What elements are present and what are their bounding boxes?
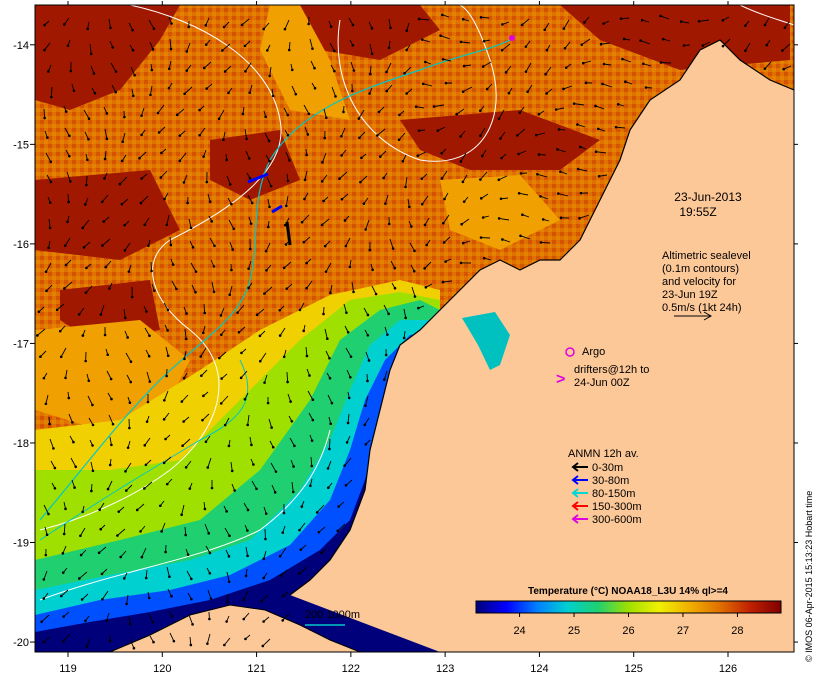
altimetry-line-5: 0.5m/s (1kt 24h): [662, 302, 741, 314]
isobath-label: 200 1000m: [305, 609, 360, 621]
coastline-kimberley: [289, 39, 794, 596]
x-tick-label: 123: [436, 663, 454, 675]
x-tick-label: 122: [342, 663, 360, 675]
colorbar-ticks: 24 25 26 27 28: [513, 613, 744, 637]
y-axis: -14 -15 -16 -17 -18 -19 -20: [13, 40, 798, 649]
y-tick-label: -14: [13, 40, 29, 52]
y-tick-label: -20: [13, 637, 29, 649]
colorbar-tick-label: 26: [622, 625, 634, 637]
anmn-item-label: 300-600m: [592, 514, 642, 526]
anmn-legend: ANMN 12h av. 0-30m30-80m80-150m150-300m3…: [568, 448, 642, 526]
x-tick-label: 125: [625, 663, 643, 675]
y-tick-label: -16: [13, 239, 29, 251]
y-tick-label: -19: [13, 538, 29, 550]
argo-label: Argo: [582, 346, 605, 358]
x-tick-label: 121: [247, 663, 265, 675]
credit-text: © IMOS 06-Apr-2015 15:13:23 Hobart time: [804, 491, 814, 662]
map-frame: [34, 4, 795, 653]
x-tick-label: 120: [153, 663, 171, 675]
altimetry-line-3: and velocity for: [662, 276, 736, 288]
drifter-icon: >: [556, 371, 565, 388]
anmn-item-label: 30-80m: [592, 475, 629, 487]
drifters-line-2: 24-Jun 00Z: [574, 377, 630, 389]
anmn-item-label: 0-30m: [592, 462, 623, 474]
altimetry-legend: Altimetric sealevel (0.1m contours) and …: [662, 250, 751, 321]
colorbar-bar: [475, 600, 782, 614]
altimetry-line-1: Altimetric sealevel: [662, 250, 751, 262]
argo-icon: [565, 347, 575, 357]
velocity-arrows: [36, 13, 792, 650]
anmn-moorings: [247, 35, 515, 246]
colorbar-tick-label: 25: [568, 625, 580, 637]
land-mainland: [110, 40, 794, 652]
isobath-200m: [39, 39, 511, 521]
anmn-title: ANMN 12h av.: [568, 448, 639, 460]
bay-inlet: [462, 312, 510, 370]
y-tick-label: -17: [13, 338, 29, 350]
altimetry-line-2: (0.1m contours): [662, 263, 739, 275]
x-tick-label: 126: [719, 663, 737, 675]
coastline-south: [109, 604, 361, 652]
x-axis: 119 120 121 122 123 124 125 126: [59, 1, 737, 675]
date-label: 23-Jun-2013: [674, 190, 742, 204]
colorbar-tick-label: 27: [677, 625, 689, 637]
colorbar-title: Temperature (°C) NOAA18_L3U 14% ql>=4: [528, 586, 728, 597]
anmn-item-label: 80-150m: [592, 488, 635, 500]
map-area: [35, 5, 794, 652]
colorbar-tick-label: 24: [513, 625, 525, 637]
altimetry-line-4: 23-Jun 19Z: [662, 289, 718, 301]
x-tick-label: 119: [59, 663, 77, 675]
colorbar: Temperature (°C) NOAA18_L3U 14% ql>=4 24…: [475, 586, 782, 637]
time-label: 19:55Z: [679, 205, 716, 219]
colorbar-tick-label: 28: [731, 625, 743, 637]
anmn-item-label: 150-300m: [592, 501, 642, 513]
x-tick-label: 124: [530, 663, 548, 675]
mid-patches: [35, 5, 560, 430]
y-tick-label: -18: [13, 438, 29, 450]
drifters-line-1: drifters@12h to: [574, 364, 649, 376]
y-tick-label: -15: [13, 139, 29, 151]
